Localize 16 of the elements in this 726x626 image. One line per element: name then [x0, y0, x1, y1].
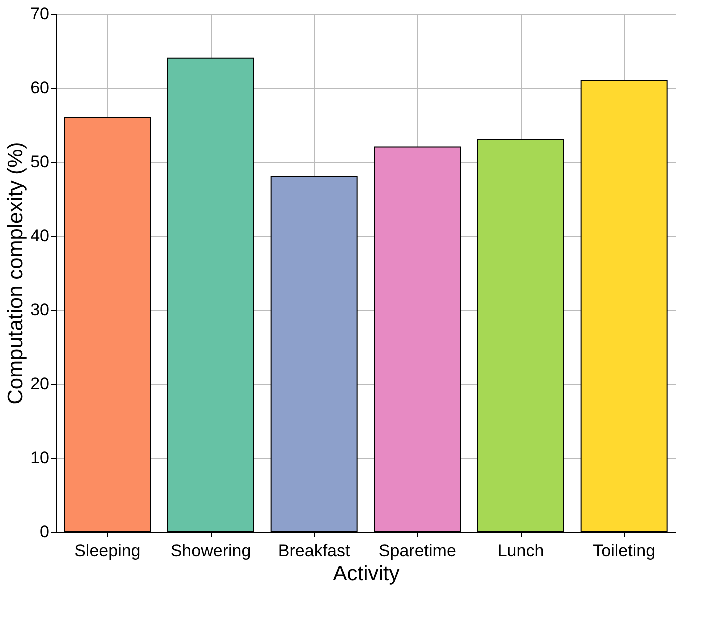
y-tick-label: 10	[30, 448, 50, 468]
x-tick-label: Showering	[170, 542, 252, 560]
x-tick-label: Toileting	[593, 542, 656, 560]
y-axis-title: Computation complexity (%)	[4, 142, 28, 405]
x-tick-label: Breakfast	[278, 542, 351, 560]
y-tick-label: 30	[30, 300, 50, 320]
x-tick-label: Sleeping	[74, 542, 141, 560]
x-tick-label: Lunch	[498, 542, 544, 560]
y-tick-label: 50	[30, 152, 50, 172]
y-tick-label: 0	[40, 522, 50, 542]
y-tick-label: 70	[30, 4, 50, 24]
y-tick-label: 60	[30, 78, 50, 98]
x-tick-label: Sparetime	[378, 542, 456, 560]
x-axis-title: Activity	[333, 562, 400, 586]
y-tick-label: 20	[30, 374, 50, 394]
y-tick-label: 40	[30, 226, 50, 246]
